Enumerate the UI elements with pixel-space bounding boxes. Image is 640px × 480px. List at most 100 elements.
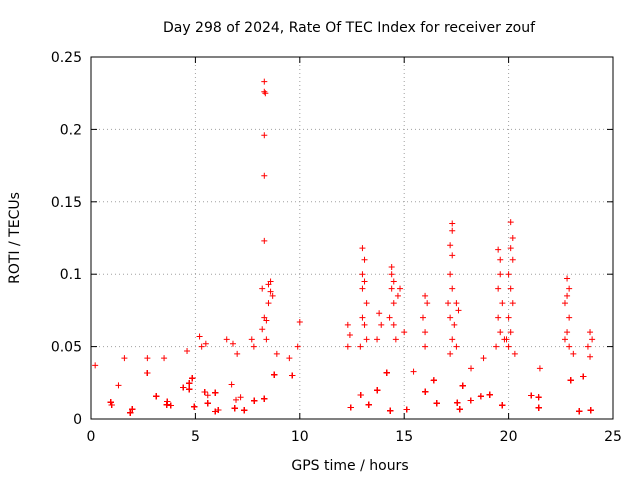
data-point <box>259 285 266 292</box>
data-point <box>451 321 458 328</box>
data-point <box>587 329 594 336</box>
data-point <box>365 401 372 408</box>
data-point <box>248 336 255 343</box>
data-point <box>374 336 381 343</box>
data-point <box>449 336 456 343</box>
data-point <box>294 343 301 350</box>
data-point <box>453 300 460 307</box>
data-point <box>486 391 493 398</box>
data-point <box>410 368 417 375</box>
data-point <box>241 407 248 414</box>
data-point <box>357 343 364 350</box>
data-point <box>507 219 514 226</box>
data-point <box>261 395 268 402</box>
data-point <box>509 256 516 263</box>
data-point <box>390 300 397 307</box>
data-point <box>265 300 272 307</box>
data-point <box>237 394 244 401</box>
x-tick-label: 20 <box>500 429 518 445</box>
data-point <box>449 285 456 292</box>
data-point <box>196 333 203 340</box>
data-point <box>212 408 219 415</box>
data-point <box>455 307 462 314</box>
data-point <box>535 394 542 401</box>
data-point <box>286 355 293 362</box>
data-point <box>459 382 466 389</box>
data-point <box>507 245 514 252</box>
y-tick-label: 0 <box>73 412 82 428</box>
data-point <box>202 340 209 347</box>
data-point <box>228 381 235 388</box>
data-point <box>584 343 591 350</box>
data-point <box>201 389 208 396</box>
data-point <box>505 271 512 278</box>
plot-frame <box>90 56 614 420</box>
data-point <box>121 355 128 362</box>
data-point <box>223 336 230 343</box>
data-point <box>566 314 573 321</box>
data-point <box>564 292 571 299</box>
data-point <box>259 326 266 333</box>
data-point <box>263 317 270 324</box>
data-point <box>212 389 219 396</box>
data-point <box>503 336 510 343</box>
data-point <box>390 278 397 285</box>
data-point <box>388 271 395 278</box>
data-point <box>394 292 401 299</box>
data-point <box>344 321 351 328</box>
data-point <box>509 235 516 241</box>
data-point <box>359 285 366 292</box>
data-point <box>401 329 408 336</box>
data-point <box>587 407 594 414</box>
data-point <box>344 343 351 350</box>
data-point <box>449 227 456 234</box>
data-point <box>392 336 399 343</box>
data-point <box>388 263 395 270</box>
data-point <box>184 347 191 354</box>
data-point <box>361 256 368 263</box>
data-point <box>495 285 502 292</box>
data-point <box>449 220 456 227</box>
data-point <box>499 402 506 409</box>
data-point <box>92 362 99 369</box>
data-point <box>388 285 395 292</box>
data-point <box>153 393 160 400</box>
data-point <box>449 252 456 259</box>
data-point <box>346 332 353 339</box>
data-point <box>273 350 280 357</box>
data-point <box>267 278 274 285</box>
data-point <box>289 372 296 379</box>
data-point <box>198 343 205 350</box>
data-point <box>204 400 211 407</box>
data-point <box>587 353 594 360</box>
data-point <box>570 350 577 357</box>
data-point <box>271 371 278 378</box>
data-point <box>180 384 187 391</box>
data-point <box>167 402 174 409</box>
x-tick-label: 0 <box>87 429 96 445</box>
data-point <box>509 300 516 307</box>
data-point <box>453 343 460 350</box>
data-point <box>561 300 568 307</box>
chart-title: Day 298 of 2024, Rate Of TEC Index for r… <box>163 20 536 36</box>
data-point <box>386 314 393 321</box>
data-point <box>468 365 475 372</box>
data-point <box>231 405 238 412</box>
data-point <box>269 292 276 299</box>
data-point <box>363 300 370 307</box>
x-axis-label: GPS time / hours <box>291 458 408 474</box>
data-point <box>422 343 429 350</box>
data-point <box>215 407 222 414</box>
data-point <box>403 406 410 413</box>
data-point <box>497 271 504 278</box>
data-point <box>511 350 518 357</box>
data-point <box>263 336 270 343</box>
data-point <box>454 399 461 406</box>
data-point <box>115 382 122 389</box>
data-point <box>359 271 366 278</box>
data-point <box>564 329 571 336</box>
data-point <box>144 370 151 377</box>
data-point <box>108 401 115 408</box>
data-point <box>422 388 429 395</box>
data-point <box>536 365 543 372</box>
